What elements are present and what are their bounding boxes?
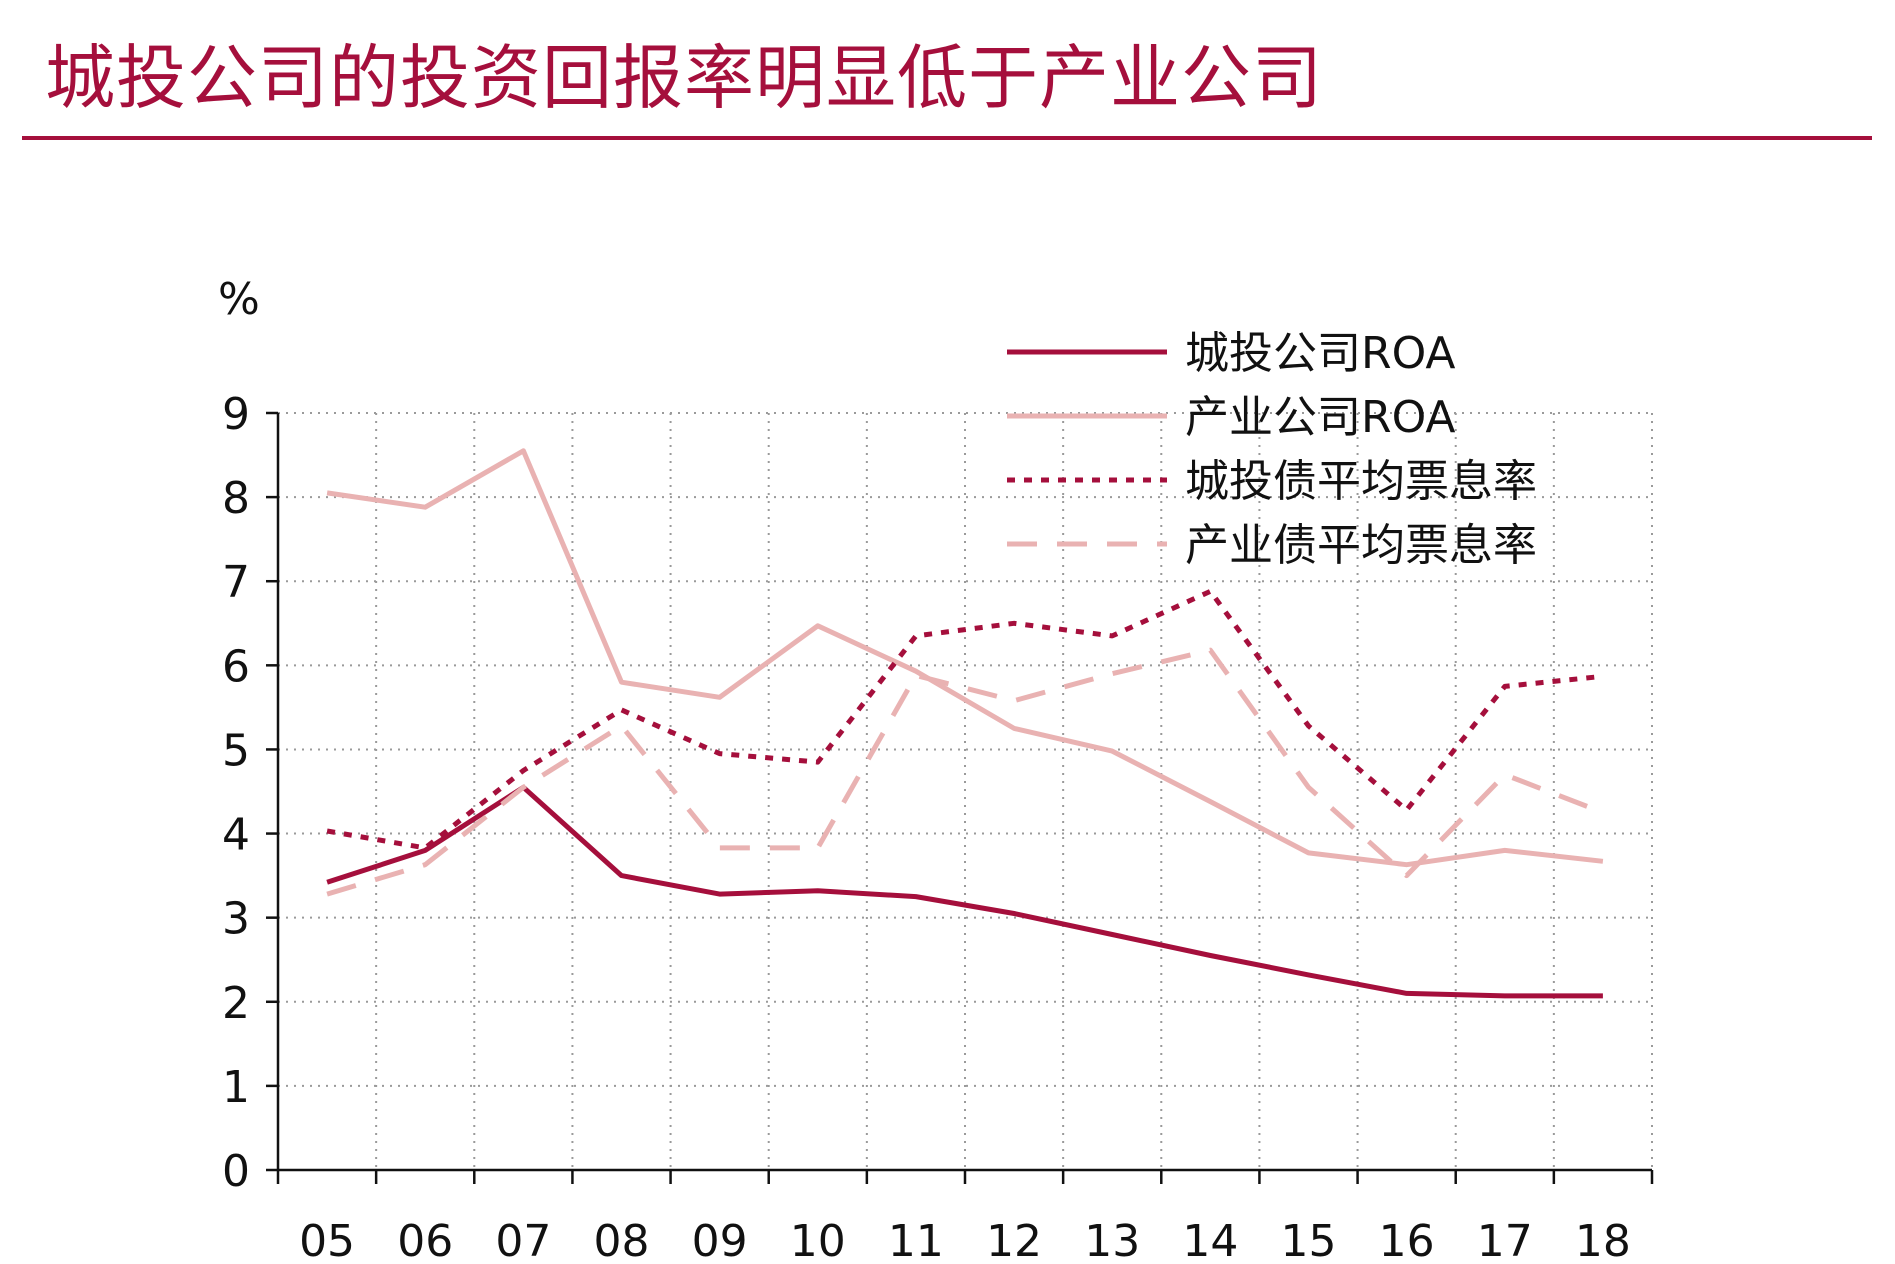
- y-tick-label: 5: [222, 725, 250, 776]
- y-tick-label: 9: [222, 389, 250, 440]
- x-tick-label: 15: [1281, 1216, 1337, 1264]
- legend-label-1: 产业公司ROA: [1185, 392, 1456, 443]
- series-line-3: [326, 647, 1604, 897]
- x-tick-label: 13: [1084, 1216, 1140, 1264]
- legend-label-0: 城投公司ROA: [1185, 328, 1456, 379]
- y-tick-label: 4: [222, 810, 250, 861]
- x-tick-label: 05: [299, 1216, 355, 1264]
- series-line-0: [326, 784, 1603, 999]
- series-lines: [326, 448, 1604, 999]
- grid-lines: [278, 412, 1653, 1170]
- x-tick-label: 11: [888, 1216, 944, 1264]
- y-tick-label: 3: [222, 894, 250, 945]
- y-tick-label: 7: [222, 557, 250, 608]
- legend-label-2: 城投债平均票息率: [1185, 456, 1537, 507]
- y-tick-label: 8: [222, 473, 250, 524]
- title-divider: [22, 136, 1872, 140]
- x-tick-label: 17: [1477, 1216, 1533, 1264]
- series-line-2: [326, 588, 1604, 851]
- x-tick-label: 07: [495, 1216, 551, 1264]
- x-tick-label: 12: [986, 1216, 1042, 1264]
- x-tick-label: 08: [594, 1216, 650, 1264]
- x-tick-label: 16: [1379, 1216, 1435, 1264]
- y-tick-label: 6: [222, 641, 250, 692]
- legend-label-3: 产业债平均票息率: [1185, 520, 1537, 571]
- x-tick-label: 09: [692, 1216, 748, 1264]
- y-tick-label: 0: [222, 1146, 250, 1197]
- x-tick-label: 14: [1182, 1216, 1238, 1264]
- x-tick-label: 10: [790, 1216, 846, 1264]
- page-title: 城投公司的投资回报率明显低于产业公司: [45, 37, 1323, 119]
- axes: [266, 411, 1654, 1184]
- y-axis-unit-label: %: [218, 274, 260, 325]
- x-tick-label: 18: [1575, 1216, 1631, 1264]
- series-line-1: [326, 448, 1604, 868]
- y-tick-labels: 0 1 2 3 4 5 6 7 8 9: [222, 389, 250, 1197]
- x-tick-labels: 05 06 07 08 09 10 11 12 13 14 15 16 17 18: [299, 1216, 1631, 1264]
- y-tick-label: 1: [222, 1062, 250, 1113]
- x-tick-label: 06: [397, 1216, 453, 1264]
- y-tick-label: 2: [222, 978, 250, 1029]
